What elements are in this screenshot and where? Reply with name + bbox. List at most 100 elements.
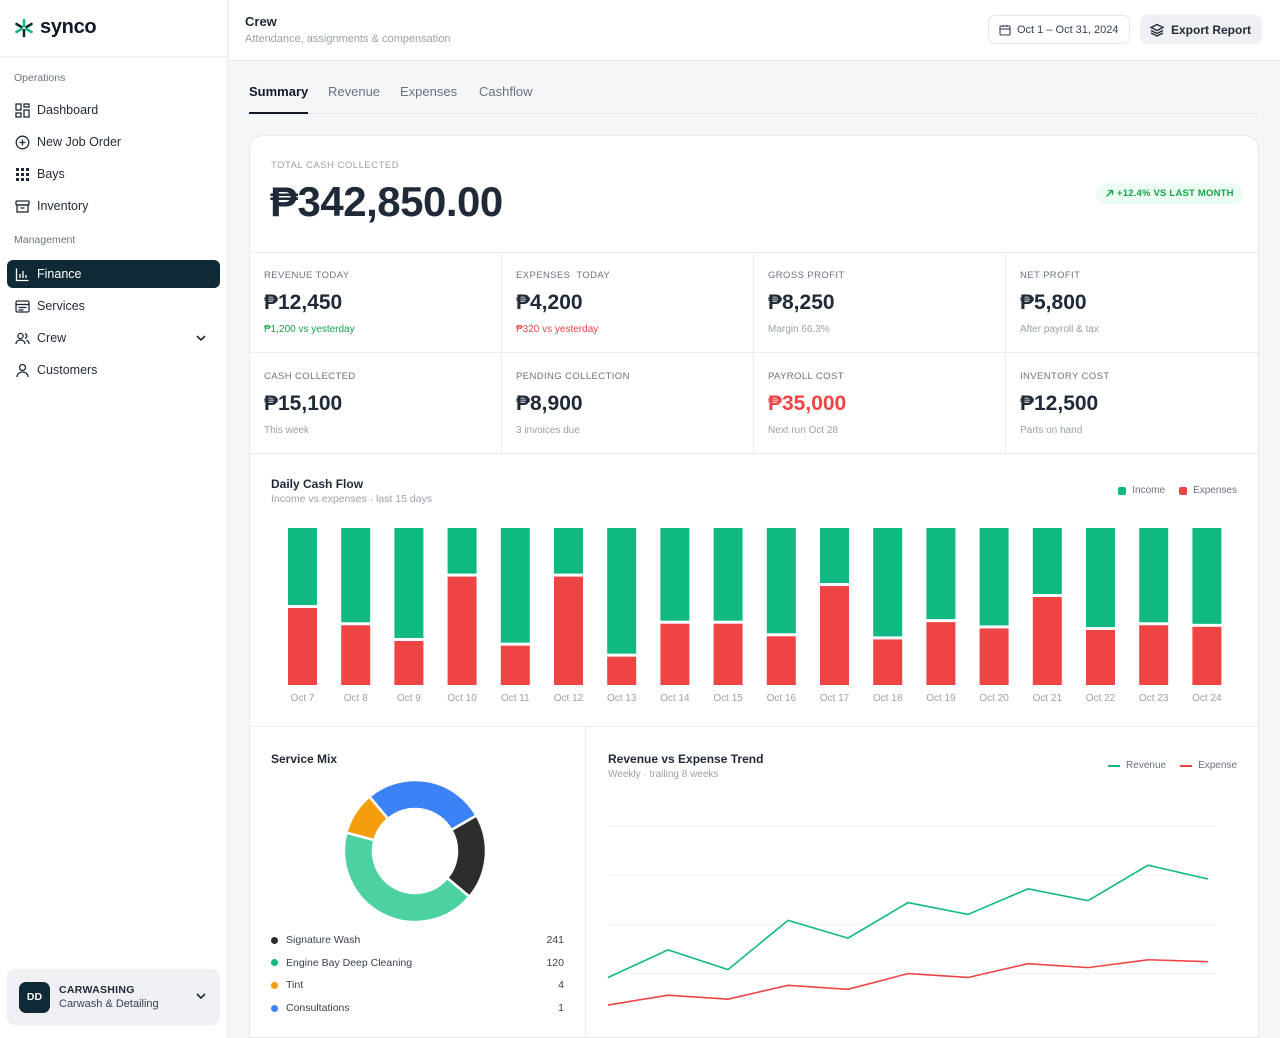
revenue-expense-trend-chart	[607, 825, 1216, 1006]
trend-badge: +12.4% VS LAST MONTH	[1096, 183, 1243, 204]
x-tick-label: Oct 18	[873, 693, 903, 704]
service-count: 120	[546, 956, 564, 969]
x-tick-label: Oct 16	[767, 693, 797, 704]
org-name: CARWASHING	[59, 984, 135, 996]
sidebar-item-crew[interactable]: Crew	[7, 324, 220, 352]
section-label-management: Management	[14, 234, 76, 246]
income-bar	[660, 528, 690, 621]
bar-group: Oct 8	[341, 528, 371, 704]
expense-line	[607, 958, 1209, 1006]
chart-subtitle: Weekly · trailing 8 weeks	[608, 769, 719, 780]
stat-label: REVENUE TODAY	[264, 270, 350, 281]
dashboard-icon	[14, 102, 30, 118]
sidebar-item-label: Bays	[37, 167, 65, 181]
x-tick-label: Oct 17	[820, 693, 850, 704]
sidebar-item-label: Finance	[37, 267, 82, 281]
service-name: Consultations	[286, 1002, 350, 1015]
avatar: DD	[19, 981, 50, 1013]
legend-label: Expense	[1198, 760, 1237, 771]
x-tick-label: Oct 9	[397, 693, 421, 704]
service-count: 1	[558, 1002, 564, 1015]
expense-bar	[1086, 629, 1115, 685]
chart-legend: Income Expenses	[1104, 485, 1237, 496]
expense-bar	[500, 645, 530, 685]
users-icon	[14, 330, 30, 346]
export-report-label: Export Report	[1171, 22, 1252, 37]
legend-item: Expenses	[1179, 485, 1237, 496]
stat-note: ₱320 vs yesterday	[516, 324, 599, 335]
service-name: Engine Bay Deep Cleaning	[286, 956, 413, 969]
divider	[250, 453, 1258, 454]
bar-chart-icon	[14, 266, 30, 282]
tab-summary[interactable]: Summary	[249, 84, 309, 114]
sidebar-item-dashboard[interactable]: Dashboard	[7, 96, 220, 124]
bar-group: Oct 19	[926, 528, 956, 704]
page-subtitle: Attendance, assignments & compensation	[245, 33, 451, 45]
stat-value: ₱35,000	[768, 392, 847, 415]
plus-circle-icon	[14, 134, 30, 150]
revenue-line	[607, 864, 1209, 979]
chart-legend: Revenue Expense	[1094, 760, 1237, 771]
chart-title: Daily Cash Flow	[271, 477, 364, 491]
sidebar-item-bays[interactable]: Bays	[7, 160, 220, 188]
expense-bar	[341, 625, 371, 685]
total-cash-value: ₱342,850.00	[270, 178, 503, 225]
stat-label: NET PROFIT	[1020, 270, 1081, 281]
export-report-button[interactable]: Export Report	[1140, 15, 1262, 44]
income-bar	[447, 528, 477, 574]
sidebar-item-finance[interactable]: Finance	[7, 260, 220, 288]
stat-inventory-cost: INVENTORY COST ₱12,500 Parts on hand	[1006, 353, 1258, 453]
income-bar	[979, 528, 1009, 626]
chart-subtitle: Income vs expenses · last 15 days	[271, 493, 433, 505]
donut-slice-engine-bay	[342, 831, 472, 924]
income-bar	[713, 528, 743, 621]
expense-bar	[447, 576, 477, 685]
sidebar-divider	[0, 56, 228, 57]
brand-logo[interactable]: synco	[14, 16, 97, 39]
x-tick-label: Oct 21	[1033, 693, 1063, 704]
divider	[501, 252, 502, 453]
date-range-picker[interactable]: Oct 1 – Oct 31, 2024	[988, 15, 1130, 44]
sidebar-item-new-job-order[interactable]: New Job Order	[7, 128, 220, 156]
stat-label: GROSS PROFIT	[768, 270, 845, 281]
tab-cashflow[interactable]: Cashflow	[479, 84, 533, 99]
list-item: Engine Bay Deep Cleaning 120	[271, 955, 564, 971]
stat-note: Margin 66.3%	[768, 324, 830, 335]
stat-note: After payroll & tax	[1020, 324, 1099, 335]
sidebar-item-customers[interactable]: Customers	[7, 356, 220, 384]
sidebar: synco Operations Dashboard New Job Order…	[0, 0, 228, 1038]
total-cash-label: TOTAL CASH COLLECTED	[271, 160, 400, 171]
x-tick-label: Oct 24	[1192, 693, 1222, 704]
list-item: Consultations 1	[271, 1000, 564, 1016]
legend-dot	[271, 1004, 278, 1012]
x-tick-label: Oct 10	[447, 693, 477, 704]
income-bar	[341, 528, 371, 623]
sidebar-item-services[interactable]: Services	[7, 292, 220, 320]
org-switcher[interactable]: DD CARWASHING Carwash & Detailing	[7, 969, 220, 1025]
income-bar	[288, 528, 317, 605]
stat-label: PAYROLL COST	[768, 371, 844, 382]
tab-revenue[interactable]: Revenue	[328, 84, 381, 99]
legend-item: Revenue	[1108, 760, 1166, 771]
x-tick-label: Oct 11	[501, 693, 530, 704]
x-tick-label: Oct 14	[660, 693, 690, 704]
daily-cash-flow-chart: Oct 7 Oct 8 Oct 9 Oct 10 Oct 11 Oct 12 Oct 13 O…	[288, 528, 1222, 704]
bar-group: Oct 21	[1033, 528, 1063, 704]
stat-label: CASH COLLECTED	[264, 371, 356, 382]
service-mix-donut	[342, 778, 488, 924]
expense-bar	[820, 586, 849, 685]
stat-label: EXPENSES TODAY	[516, 270, 611, 281]
sidebar-item-inventory[interactable]: Inventory	[7, 192, 220, 220]
stat-value: ₱12,500	[1020, 392, 1099, 415]
chevron-down-icon[interactable]	[194, 331, 208, 345]
stat-note: Parts on hand	[1020, 425, 1083, 436]
x-tick-label: Oct 22	[1086, 693, 1116, 704]
tab-expenses[interactable]: Expenses	[400, 84, 458, 99]
sidebar-item-label: Crew	[37, 331, 67, 345]
income-bar	[820, 528, 849, 584]
grid-icon	[14, 166, 30, 182]
stat-note: 3 invoices due	[516, 425, 580, 436]
stat-value: ₱8,900	[516, 392, 583, 415]
stat-expenses-today: EXPENSES TODAY ₱4,200 ₱320 vs yesterday	[502, 252, 754, 352]
income-bar	[394, 528, 424, 638]
